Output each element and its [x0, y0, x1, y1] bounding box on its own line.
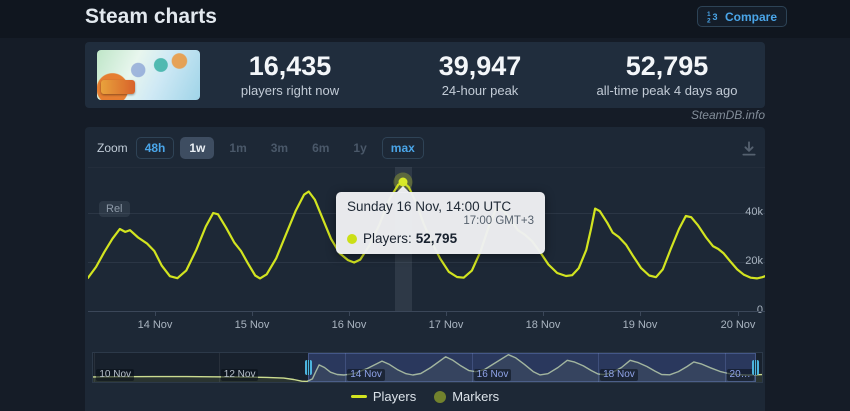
- tooltip-series-label: Players:: [363, 231, 412, 246]
- zoom-button-1w[interactable]: 1w: [180, 137, 215, 159]
- stat-block: 16,435 players right now: [241, 51, 339, 98]
- y-axis-label-20k: 20k: [745, 255, 763, 267]
- y-axis-label-40k: 40k: [745, 206, 763, 218]
- stat-block: 39,947 24-hour peak: [439, 51, 522, 98]
- x-axis-tick: [738, 312, 739, 316]
- navigator-date-label: 18 Nov: [600, 369, 638, 381]
- navigator-left-handle[interactable]: [304, 360, 312, 375]
- navigator-grid-line: [345, 353, 347, 382]
- tooltip-players-row: Players: 52,795: [347, 231, 534, 246]
- release-marker-flag[interactable]: Rel: [99, 201, 130, 217]
- compare-button[interactable]: 1 2 3 Compare: [697, 6, 788, 27]
- navigator-grid-line: [94, 353, 96, 382]
- legend-item-label: Markers: [452, 389, 500, 404]
- x-axis-line: [88, 311, 765, 312]
- navigator-grid-line: [218, 353, 220, 382]
- navigator-grid-line: [471, 353, 473, 382]
- x-axis-tick: [349, 312, 350, 316]
- tooltip-localtime: 17:00 GMT+3: [463, 215, 534, 227]
- players-line-series: [88, 180, 765, 280]
- steamdb-watermark: SteamDB.info: [690, 108, 765, 122]
- plot-top-border: [88, 167, 765, 168]
- players-series-bullet-icon: [347, 233, 357, 244]
- stat-value: 52,795: [625, 51, 709, 81]
- compare-button-label: Compare: [725, 9, 778, 24]
- zoom-buttons: 48h 1w 1m 3m 6m 1y max: [135, 137, 424, 159]
- markers-dot-swatch-icon: [434, 390, 447, 403]
- zoom-button-48h[interactable]: 48h: [135, 137, 175, 159]
- navigator-grid-line: [724, 353, 726, 382]
- x-axis-label: 19 Nov: [622, 319, 658, 331]
- zoom-button-1y: 1y: [344, 137, 375, 159]
- navigator-date-label: 20…: [726, 369, 754, 381]
- svg-text:2: 2: [707, 18, 711, 24]
- legend-item-label: Players: [372, 389, 417, 404]
- range-navigator[interactable]: 10 Nov 12 Nov 14 Nov 16 Nov 18 Nov 20…: [92, 352, 763, 383]
- zoom-button-1m: 1m: [220, 137, 255, 159]
- navigator-date-label: 14 Nov: [347, 369, 385, 381]
- navigator-grid-line: [598, 353, 600, 382]
- navigator-date-label: 12 Nov: [220, 369, 259, 381]
- game-capsule-image[interactable]: [97, 50, 200, 100]
- x-axis-label: 18 Nov: [525, 319, 561, 331]
- x-axis-label: 16 Nov: [331, 319, 367, 331]
- stat-value: 39,947: [438, 51, 522, 81]
- legend-item-players[interactable]: Players: [350, 389, 417, 404]
- page-title: Steam charts: [85, 5, 217, 28]
- x-axis-label: 15 Nov: [234, 319, 270, 331]
- x-axis-tick: [252, 312, 253, 316]
- zoom-button-max[interactable]: max: [381, 137, 424, 159]
- stat-label: players right now: [240, 83, 340, 98]
- x-axis-tick: [640, 312, 641, 316]
- zoom-button-3m: 3m: [262, 137, 297, 159]
- x-axis-tick: [446, 312, 447, 316]
- stats-panel: 16,435 players right now 39,947 24-hour pea…: [85, 42, 765, 108]
- legend-item-markers[interactable]: Markers: [434, 389, 499, 404]
- chart-tooltip: Sunday 16 Nov, 14:00 UTC 17:00 GMT+3 Pla…: [336, 186, 545, 254]
- svg-text:1: 1: [707, 11, 711, 18]
- tooltip-datetime: Sunday 16 Nov, 14:00 UTC: [347, 199, 512, 214]
- x-axis-label: 17 Nov: [428, 319, 464, 331]
- hovered-point-marker: [398, 177, 408, 187]
- zoom-button-6m: 6m: [303, 137, 338, 159]
- stat-label: all-time peak 4 days ago: [596, 83, 738, 98]
- navigator-date-label: 16 Nov: [473, 369, 512, 381]
- x-axis-tick: [543, 312, 544, 316]
- chart-legend: Players Markers: [85, 389, 765, 404]
- zoom-label: Zoom: [97, 141, 128, 155]
- compare-123-icon: 1 2 3: [707, 11, 718, 24]
- x-axis-tick: [155, 312, 156, 316]
- stat-block: 52,795 all-time peak 4 days ago: [597, 51, 738, 98]
- tooltip-players-value: 52,795: [415, 231, 458, 246]
- x-axis-label: 14 Nov: [137, 319, 173, 331]
- stat-label: 24-hour peak: [441, 83, 519, 98]
- navigator-right-handle[interactable]: [752, 360, 760, 375]
- stat-value: 16,435: [248, 51, 332, 81]
- navigator-date-label: 10 Nov: [96, 369, 135, 381]
- players-line-swatch-icon: [350, 395, 367, 398]
- x-axis-label: 20 Nov: [720, 319, 756, 331]
- zoom-controls: Zoom 48h 1w 1m 3m 6m 1y max: [97, 137, 424, 159]
- download-chart-icon[interactable]: [740, 140, 758, 158]
- y-axis-label-0: 0: [756, 304, 763, 316]
- svg-text:3: 3: [713, 12, 718, 22]
- grid-line-20k: [88, 262, 765, 263]
